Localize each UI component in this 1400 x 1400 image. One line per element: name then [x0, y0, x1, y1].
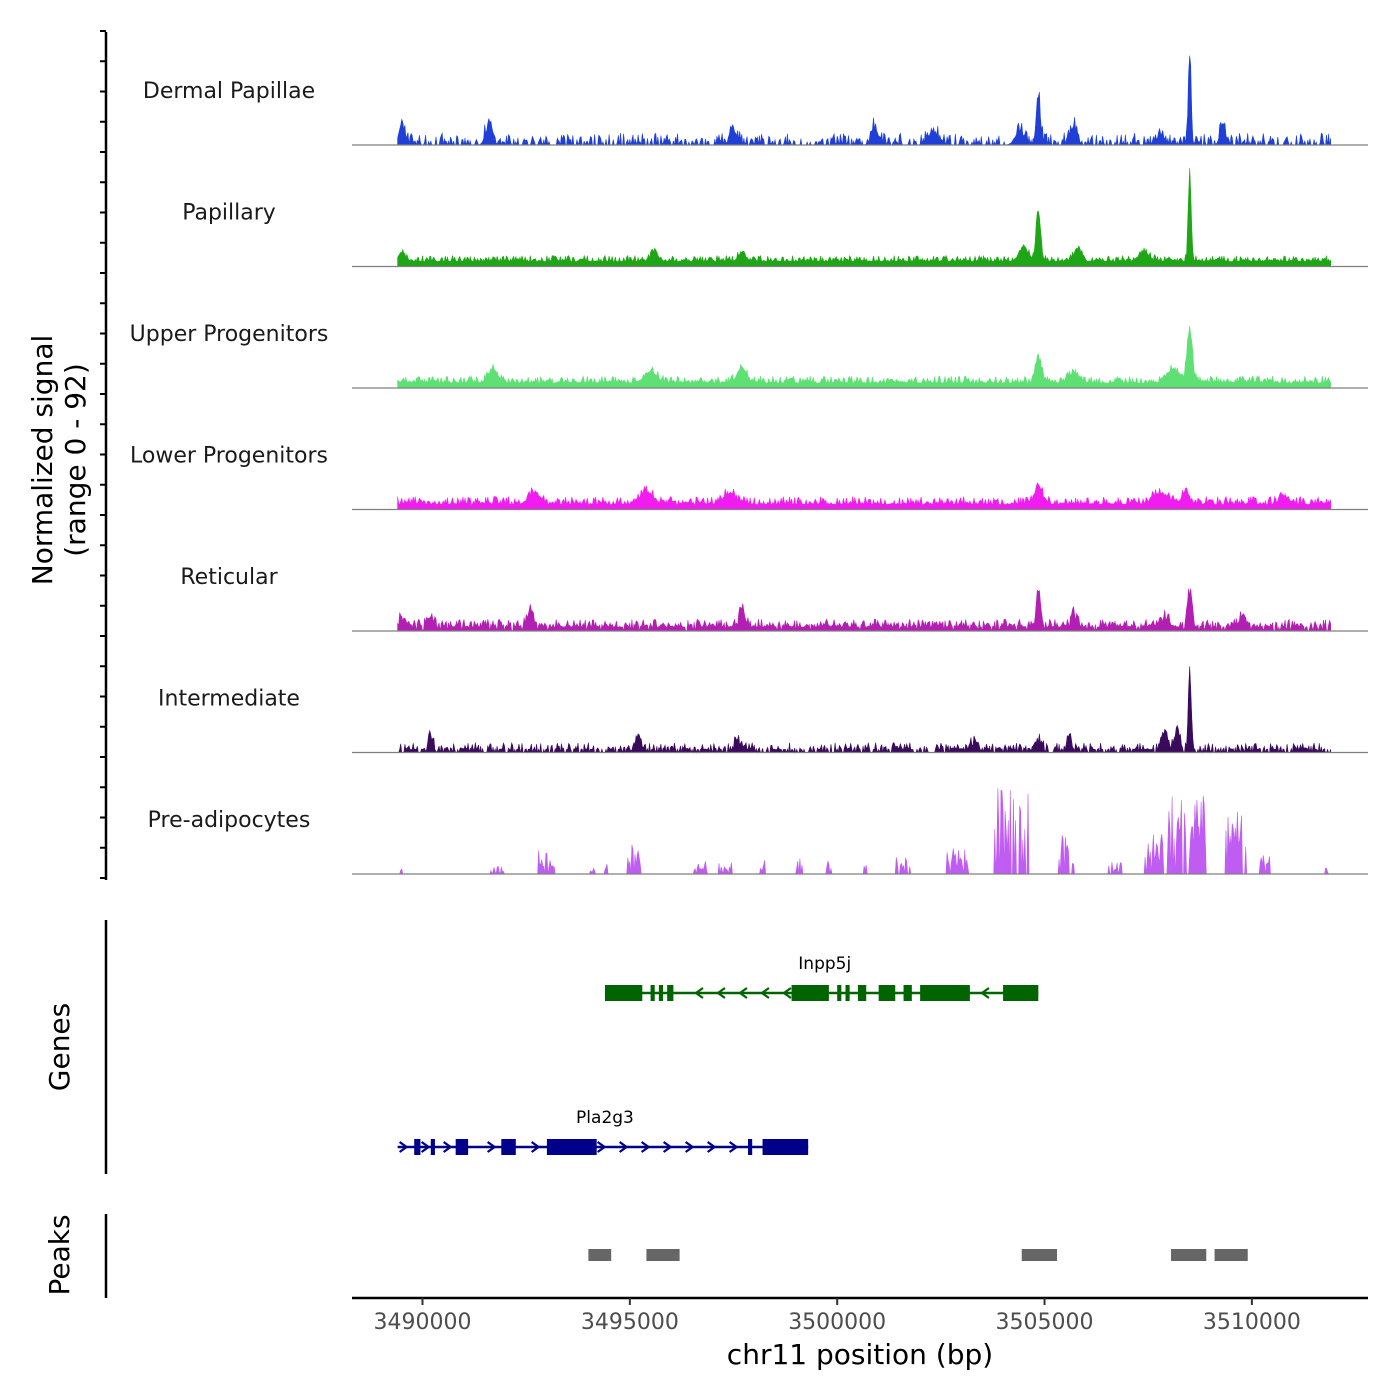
exon — [414, 1139, 421, 1155]
track-papillary: Papillary — [182, 168, 1368, 268]
exon — [920, 985, 970, 1001]
exon — [604, 985, 643, 1001]
strand-arrow — [684, 1141, 695, 1153]
peak-region — [588, 1249, 612, 1261]
gene-label: Pla2g3 — [576, 1108, 634, 1128]
strand-arrow — [706, 1141, 717, 1153]
exon — [845, 985, 850, 1001]
track-lower-progenitors: Lower Progenitors — [130, 444, 1368, 511]
strand-arrow — [640, 1141, 651, 1153]
exon — [762, 1139, 809, 1155]
exon — [658, 985, 664, 1001]
strand-arrow — [420, 1141, 431, 1153]
strand-arrow — [782, 987, 792, 999]
peak-region — [1021, 1249, 1057, 1261]
track-intermediate: Intermediate — [158, 666, 1368, 754]
coverage-area — [397, 788, 1331, 876]
peak-region — [646, 1249, 680, 1261]
exon — [430, 1139, 435, 1155]
gene-label: Inpp5j — [798, 954, 851, 974]
exon — [667, 985, 674, 1001]
x-axis: 3490000 3495000 3500000 3505000 3510000 — [352, 1296, 1368, 1335]
x-tick-label: 3500000 — [788, 1310, 886, 1335]
strand-arrow — [442, 1141, 453, 1153]
exon — [748, 1139, 753, 1155]
strand-arrow — [728, 1141, 739, 1153]
track-label: Upper Progenitors — [130, 322, 329, 347]
strand-arrow — [398, 1141, 409, 1153]
exon — [857, 985, 867, 1001]
exon — [791, 985, 829, 1001]
track-pre-adipocytes: Pre-adipocytes — [148, 788, 1368, 876]
gene-pla2g3: Pla2g3 — [397, 1108, 809, 1155]
left-axes — [100, 30, 108, 1298]
peak-region — [1214, 1249, 1248, 1261]
exon — [501, 1139, 516, 1155]
track-reticular: Reticular — [180, 565, 1368, 633]
x-tick-label: 3510000 — [1203, 1310, 1301, 1335]
coverage-tracks: Dermal Papillae Papillary Upper Progenitor… — [130, 55, 1368, 876]
track-label: Intermediate — [158, 687, 300, 712]
strand-arrow — [596, 1141, 607, 1153]
strand-arrow — [760, 987, 770, 999]
strand-arrow — [618, 1141, 629, 1153]
coverage-area — [397, 168, 1331, 267]
track-label: Dermal Papillae — [143, 79, 315, 104]
exon — [837, 985, 842, 1001]
strand-arrow — [694, 987, 704, 999]
coverage-area — [397, 326, 1331, 389]
strand-arrow — [716, 987, 726, 999]
track-label: Pre-adipocytes — [148, 808, 311, 833]
strand-arrow — [980, 987, 990, 999]
exon — [650, 985, 655, 1001]
x-axis-title: chr11 position (bp) — [727, 1338, 993, 1371]
genes-axis-label: Genes — [43, 1003, 76, 1091]
peaks-track — [588, 1249, 1248, 1261]
coverage-area — [397, 55, 1331, 147]
exon — [903, 985, 912, 1001]
gene-inpp5j: Inpp5j — [604, 954, 1039, 1001]
strand-arrow — [662, 1141, 673, 1153]
ylabel-line1: Normalized signal — [26, 335, 59, 586]
coverage-area — [397, 588, 1331, 633]
peaks-axis-label: Peaks — [43, 1214, 76, 1295]
x-tick-label: 3505000 — [996, 1310, 1094, 1335]
exon — [878, 985, 896, 1001]
x-tick-label: 3490000 — [374, 1310, 472, 1335]
track-label: Papillary — [182, 201, 276, 226]
track-label: Lower Progenitors — [130, 444, 328, 469]
track-dermal-papillae: Dermal Papillae — [143, 55, 1368, 147]
strand-arrow — [530, 1141, 541, 1153]
strand-arrow — [486, 1141, 497, 1153]
exon — [455, 1139, 469, 1155]
strand-arrow — [738, 987, 748, 999]
ylabel-line2: (range 0 - 92) — [59, 363, 92, 557]
track-label: Reticular — [180, 565, 278, 590]
exon — [1003, 985, 1039, 1001]
track-upper-progenitors: Upper Progenitors — [130, 322, 1368, 389]
exon — [546, 1139, 597, 1155]
gene-annotation-track: Inpp5j Pla2g3 — [397, 954, 1039, 1155]
peak-region — [1171, 1249, 1207, 1261]
x-tick-label: 3495000 — [581, 1310, 679, 1335]
coverage-area — [397, 666, 1331, 754]
coverage-area — [397, 482, 1331, 510]
